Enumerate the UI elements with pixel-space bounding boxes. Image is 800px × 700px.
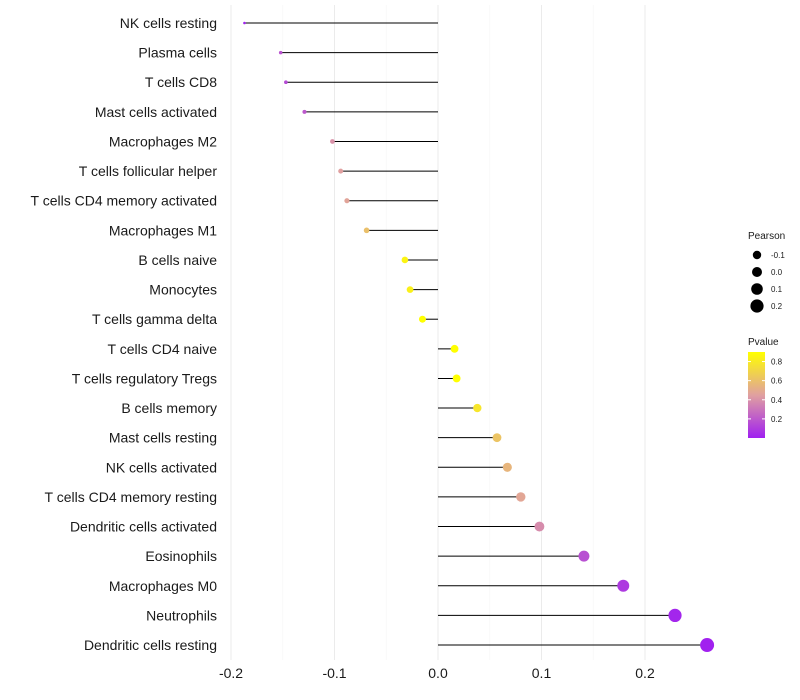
pearson-legend-title: Pearson [748, 231, 785, 242]
lollipop-point [668, 608, 682, 623]
category-label: NK cells activated [106, 459, 217, 475]
pearson-legend-key [752, 267, 762, 277]
lollipop-point [302, 109, 307, 114]
pearson-legend-label: -0.1 [771, 251, 785, 260]
x-tick-label: -0.1 [322, 665, 346, 681]
pvalue-color-legend: Pvalue 0.8 0.6 0.4 0.2 [748, 337, 783, 438]
lollipop-point [492, 433, 502, 443]
lollipop-point [473, 403, 482, 413]
x-tick-label: -0.2 [219, 665, 243, 681]
lollipop-point [330, 139, 335, 144]
category-label: Macrophages M2 [109, 133, 217, 149]
category-label: Neutrophils [146, 607, 217, 623]
category-label: T cells CD4 memory resting [45, 489, 217, 505]
lollipop-point [363, 227, 370, 234]
lollipop-point [344, 198, 350, 204]
lollipop-point [700, 638, 715, 653]
pearson-legend-label: 0.1 [771, 285, 783, 294]
category-label: Dendritic cells activated [70, 519, 217, 535]
category-label: T cells regulatory Tregs [72, 370, 217, 386]
category-label: B cells memory [121, 400, 217, 416]
pearson-legend-key [750, 299, 764, 313]
lollipop-stems [244, 22, 708, 646]
category-label: T cells CD4 memory activated [31, 193, 217, 209]
pvalue-tick-label: 0.8 [771, 358, 783, 367]
x-tick-label: 0.0 [428, 665, 448, 681]
grid-lines [230, 5, 646, 660]
lollipop-point [502, 462, 512, 472]
category-label: Macrophages M1 [109, 222, 217, 238]
pearson-legend-label: 0.2 [771, 302, 783, 311]
lollipop-points [243, 21, 715, 653]
category-label: Macrophages M0 [109, 578, 217, 594]
category-label: Mast cells activated [95, 104, 217, 120]
pearson-legend-label: 0.0 [771, 268, 783, 277]
category-labels: NK cells resting Plasma cells T cells CD8 M… [31, 15, 218, 653]
category-label: T cells CD8 [145, 74, 217, 90]
category-label: Dendritic cells resting [84, 637, 217, 653]
lollipop-point [617, 579, 630, 592]
x-tick-labels: -0.2 -0.1 0.0 0.1 0.2 [219, 665, 655, 681]
lollipop-point [278, 50, 283, 55]
pearson-legend-key [751, 283, 763, 295]
pvalue-legend-title: Pvalue [748, 337, 779, 348]
category-label: T cells follicular helper [79, 163, 218, 179]
category-label: Plasma cells [138, 45, 217, 61]
lollipop-point [284, 80, 288, 85]
lollipop-point [418, 315, 426, 323]
category-label: B cells naive [138, 252, 217, 268]
pvalue-tick-label: 0.2 [771, 415, 783, 424]
pearson-legend-key [752, 250, 762, 260]
x-tick-label: 0.2 [635, 665, 655, 681]
category-label: Mast cells resting [109, 430, 217, 446]
lollipop-point [243, 21, 246, 25]
lollipop-point [450, 344, 459, 353]
pearson-size-legend: Pearson -0.1 0.0 0.1 0.2 [748, 231, 785, 313]
category-label: Eosinophils [145, 548, 217, 564]
pvalue-tick-label: 0.6 [771, 377, 783, 386]
category-label: T cells CD4 naive [108, 341, 218, 357]
lollipop-point [406, 286, 414, 293]
x-tick-label: 0.1 [532, 665, 552, 681]
category-label: T cells gamma delta [92, 311, 217, 327]
lollipop-point [534, 521, 545, 532]
category-label: Monocytes [149, 282, 217, 298]
lollipop-point [401, 256, 409, 264]
pvalue-tick-label: 0.4 [771, 396, 783, 405]
lollipop-point [338, 168, 344, 174]
pvalue-colorbar [748, 352, 765, 438]
category-label: NK cells resting [120, 15, 217, 31]
lollipop-point [452, 374, 461, 383]
lollipop-point [516, 492, 526, 502]
lollipop-point [578, 550, 590, 562]
